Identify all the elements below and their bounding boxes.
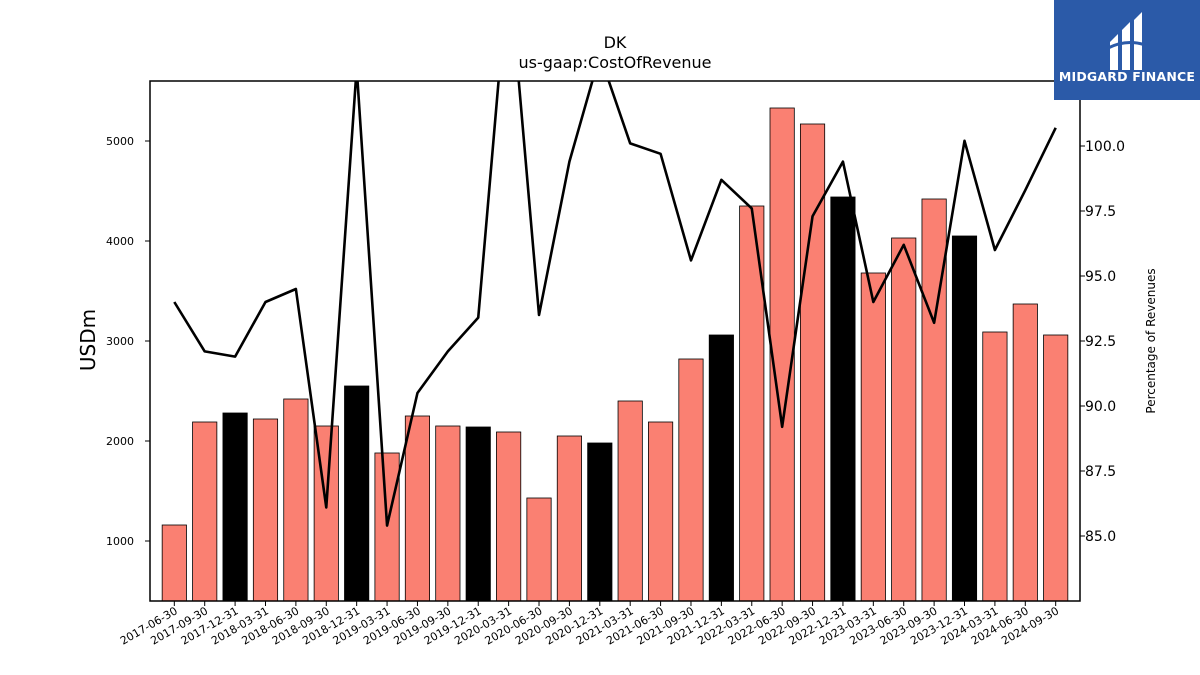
bar-2020-09-30 (556, 435, 582, 602)
logo-text: MIDGARD FINANCE (1058, 69, 1196, 84)
midgard-finance-logo: MIDGARD FINANCE (1054, 0, 1200, 100)
bar-2018-12-31 (344, 385, 370, 602)
bar-2023-12-31 (951, 235, 978, 602)
bar-2023-06-30 (891, 237, 917, 602)
bar-2022-06-30 (769, 107, 795, 602)
bar-2023-09-30 (921, 198, 947, 602)
bar-2017-09-30 (192, 421, 218, 602)
y2-tick-label: 87.5 (1085, 464, 1116, 480)
y-tick-label: 2000 (106, 435, 134, 448)
bar-2022-12-31 (830, 196, 856, 602)
y2-tick-label: 95.0 (1085, 269, 1116, 285)
chart-subtitle: us-gaap:CostOfRevenue (518, 53, 711, 72)
y2-tick-label: 92.5 (1085, 334, 1116, 350)
bar-2019-03-31 (374, 452, 400, 602)
y2-axis-label: Percentage of Revenues (1144, 268, 1158, 413)
bar-2021-09-30 (678, 358, 704, 602)
midgard-logo-icon (1107, 12, 1149, 70)
bar-2019-12-31 (465, 426, 491, 602)
bar-2024-03-31 (982, 331, 1008, 602)
bar-2017-06-30 (161, 524, 187, 602)
bar-series (161, 107, 1069, 602)
y2-tick-label: 100.0 (1085, 139, 1125, 155)
y-tick-label: 3000 (106, 335, 134, 348)
bar-2021-12-31 (708, 334, 734, 602)
bar-2022-09-30 (799, 123, 826, 602)
bar-2018-06-30 (283, 398, 309, 602)
y2-tick-label: 85.0 (1085, 529, 1116, 545)
bar-2018-03-31 (252, 418, 279, 602)
bar-2020-03-31 (496, 431, 522, 602)
y-tick-label: 1000 (106, 535, 134, 548)
bar-2019-06-30 (404, 415, 431, 602)
percentage-line-series (173, 81, 1057, 527)
bar-2024-06-30 (1012, 303, 1038, 602)
y2-tick-label: 90.0 (1085, 399, 1116, 415)
y2-tick-label: 97.5 (1085, 204, 1116, 220)
bar-2020-12-31 (587, 442, 613, 602)
percentage-line (173, 81, 1057, 527)
bar-2024-09-30 (1043, 334, 1069, 602)
bar-2023-03-31 (860, 272, 886, 602)
y-tick-label: 4000 (106, 235, 134, 248)
bar-2020-06-30 (526, 497, 552, 602)
y-tick-label: 5000 (106, 135, 134, 148)
bar-2021-06-30 (648, 421, 674, 602)
bar-2019-09-30 (435, 425, 461, 602)
y-axis-label: USDm (76, 309, 100, 371)
bar-2021-03-31 (617, 400, 643, 602)
chart-title: DK (604, 33, 627, 52)
bar-2017-12-31 (222, 412, 248, 602)
